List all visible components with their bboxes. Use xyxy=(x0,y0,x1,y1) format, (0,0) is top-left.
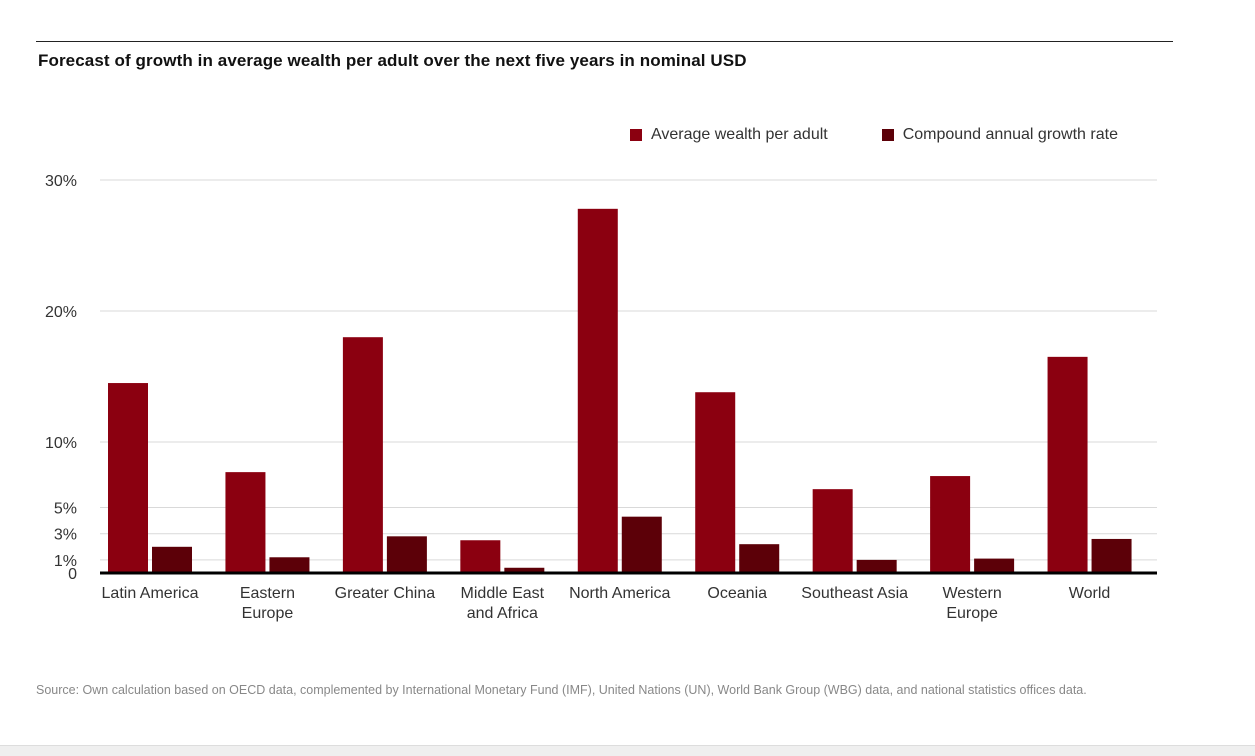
y-tick-label: 30% xyxy=(45,173,77,190)
bar-wealth xyxy=(930,476,971,573)
x-tick-label-line: World xyxy=(1069,585,1111,602)
x-tick-label: Eastern Europe xyxy=(240,585,295,622)
x-tick-label-line: Middle East xyxy=(461,585,545,602)
bar-wealth xyxy=(812,489,853,573)
x-tick-label-line: Greater China xyxy=(335,585,436,602)
bar-cagr xyxy=(974,558,1015,573)
y-tick-label: 20% xyxy=(45,304,77,321)
legend-item-wealth: Average wealth per adult xyxy=(630,126,828,144)
x-tick-label-line: Southeast Asia xyxy=(801,585,908,602)
x-tick-label-line: Eastern xyxy=(240,585,295,602)
legend-label-cagr: Compound annual growth rate xyxy=(902,126,1118,143)
bar-cagr xyxy=(856,559,897,573)
y-tick-label: 10% xyxy=(45,435,77,452)
x-tick-label-line: Europe xyxy=(242,605,294,622)
x-tick-label-line: and Africa xyxy=(467,605,538,622)
y-tick-label: 3% xyxy=(54,527,77,544)
bar-cagr xyxy=(1091,538,1132,573)
legend-swatch-cagr xyxy=(881,129,894,141)
bar-cagr xyxy=(152,546,192,573)
bar-cagr xyxy=(269,557,310,573)
top-rule xyxy=(36,41,1173,42)
bar-cagr xyxy=(621,516,662,573)
x-tick-label: Southeast Asia xyxy=(801,585,908,602)
x-tick-label-line: Latin America xyxy=(102,585,199,602)
bar-wealth xyxy=(460,540,501,573)
x-tick-label: Greater China xyxy=(335,585,436,602)
x-tick-label: Middle East and Africa xyxy=(461,585,545,622)
legend: Average wealth per adult Compound annual… xyxy=(630,126,1118,144)
x-tick-label: North America xyxy=(569,585,670,602)
legend-label-wealth: Average wealth per adult xyxy=(651,126,828,143)
x-tick-label-line: Oceania xyxy=(707,585,767,602)
bar-wealth xyxy=(108,383,148,573)
bottom-band xyxy=(0,745,1255,756)
bar-wealth xyxy=(342,337,383,573)
bar-wealth xyxy=(577,208,618,573)
x-tick-label-line: Europe xyxy=(946,605,998,622)
chart-title: Forecast of growth in average wealth per… xyxy=(38,51,747,70)
x-tick-label: World xyxy=(1069,585,1111,602)
y-tick-label: 1% xyxy=(54,553,77,570)
bar-cagr xyxy=(739,544,780,573)
bar-wealth xyxy=(225,472,266,573)
y-tick-label: 0 xyxy=(68,566,77,583)
legend-swatch-wealth xyxy=(630,129,642,141)
bar-chart: 01% 3% 5% 10% 20% 30% Latin America Eastern Euro… xyxy=(45,173,1157,622)
x-tick-label-line: North America xyxy=(569,585,670,602)
legend-item-cagr: Compound annual growth rate xyxy=(881,126,1118,144)
bar-cagr xyxy=(504,567,545,573)
x-tick-label: Latin America xyxy=(102,585,199,602)
bar-wealth xyxy=(1047,356,1088,573)
x-tick-label-line: Western xyxy=(942,585,1001,602)
bar-cagr xyxy=(386,536,427,573)
source-note: Source: Own calculation based on OECD da… xyxy=(36,683,1087,697)
bar-wealth xyxy=(695,392,736,573)
y-tick-label: 5% xyxy=(54,501,77,518)
x-tick-label: Oceania xyxy=(707,585,767,602)
x-tick-label: Western Europe xyxy=(942,585,1001,622)
